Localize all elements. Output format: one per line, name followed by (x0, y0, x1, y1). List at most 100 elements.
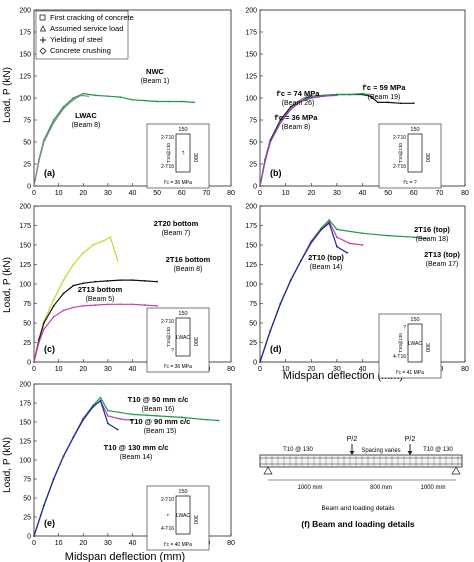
x-tick-label: 0 (258, 366, 262, 373)
annotation-2: f'c = 36 MPa (275, 113, 319, 122)
data-point (259, 361, 261, 363)
load-arrowhead-right (407, 451, 413, 455)
panel-label: (a) (44, 168, 55, 178)
y-axis-label-row1: Load, P (kN) (2, 67, 13, 123)
data-point (289, 105, 292, 108)
x-tick-label: 60 (178, 190, 186, 197)
annotation-sub-2: (Beam 8) (282, 124, 311, 131)
data-point (289, 279, 292, 281)
dim-3: 1000 mm (420, 485, 445, 491)
y-axis-label-row2: Load, P (kN) (2, 257, 13, 313)
data-point (52, 121, 55, 124)
annotation-sub-2: (Beam 5) (86, 296, 115, 303)
beam-section (175, 133, 191, 173)
inset-core: LWAC (176, 513, 190, 519)
panel-0: 0 10 20 30 40 50 60 70 80 0 25 50 75 100 125 150 175 200 (… (19, 8, 235, 198)
y-tick-label: 0 (253, 360, 257, 367)
data-point (264, 159, 267, 162)
data-point (307, 94, 310, 97)
annotation-2: 2T10 (top) (308, 253, 344, 262)
data-point (119, 279, 122, 281)
x-tick-label: 20 (79, 190, 87, 197)
y-axis-label-row3: Load, P (kN) (2, 437, 13, 493)
data-point (387, 234, 390, 237)
y-tick-label: 125 (19, 262, 31, 269)
x-tick-label: 30 (104, 190, 112, 197)
y-tick-label: 0 (27, 360, 31, 367)
x-tick-label: 40 (129, 190, 137, 197)
y-tick-label: 25 (249, 162, 257, 169)
beam-body (259, 454, 463, 468)
x-tick-label: 10 (55, 366, 63, 373)
y-tick-label: 175 (19, 223, 31, 230)
data-point (62, 309, 65, 312)
x-tick-label: 40 (359, 366, 367, 373)
y-tick-label: 100 (245, 96, 257, 103)
data-point (109, 236, 112, 239)
y-tick-label: 125 (245, 74, 257, 81)
x-tick-label: 20 (307, 190, 315, 197)
section-width: 150 (410, 127, 419, 133)
data-point (300, 98, 302, 101)
legend-item-2: Yielding of steel (50, 35, 103, 44)
data-point (38, 341, 40, 344)
panel-2: 010203040506070800255075100125150175200(… (19, 204, 235, 374)
inset-bottom-bars: 4-T16 (161, 526, 174, 532)
x-tick-label: 10 (55, 540, 63, 547)
annotation-2: 2T13 bottom (78, 285, 123, 294)
data-point (348, 93, 351, 96)
y-tick-label: 150 (245, 52, 257, 59)
y-tick-label: 150 (19, 420, 31, 427)
inset-top-bars: 2-T10 (393, 135, 406, 141)
x-tick-label: 0 (32, 190, 36, 197)
data-point (156, 280, 159, 283)
data-point (323, 95, 325, 98)
annotation-1: T10 @ 90 mm c/c (130, 417, 191, 426)
x-tick-label: 80 (461, 190, 469, 197)
data-point (328, 222, 331, 225)
data-point (335, 94, 338, 97)
y-tick-label: 200 (245, 8, 257, 15)
x-tick-label: 0 (258, 190, 262, 197)
data-point (106, 303, 109, 306)
data-point (119, 96, 122, 99)
x-tick-label: 50 (384, 190, 392, 197)
data-point (156, 100, 159, 103)
x-tick-label: 30 (333, 366, 341, 373)
section-height: 300 (192, 153, 198, 162)
annotation-0: 2T20 bottom (154, 219, 199, 228)
legend-cross-marker (40, 37, 46, 43)
legend-item-3: Concrete crushing (50, 46, 111, 55)
data-point (72, 97, 75, 99)
annotation-sub-1: (Beam 17) (426, 261, 459, 268)
data-point (52, 478, 55, 480)
data-point (62, 107, 65, 110)
inset-bottom-bars: ? (171, 348, 174, 354)
x-tick-label: 10 (55, 190, 63, 197)
section-height: 300 (192, 337, 198, 346)
data-point (52, 119, 55, 121)
x-tick-label: 70 (202, 190, 210, 197)
annotation-sub-2: (Beam 14) (120, 454, 153, 461)
data-point (82, 282, 85, 285)
section-height: 300 (424, 153, 430, 162)
inset-stirrups: ? (166, 513, 171, 516)
data-point (348, 242, 351, 245)
y-tick-label: 175 (19, 30, 31, 37)
chart-panels: 0 10 20 30 40 50 60 70 800255075100125150175200(… (19, 8, 469, 551)
legend-diamond-marker (39, 47, 47, 55)
y-tick-label: 75 (23, 477, 31, 484)
data-point (310, 241, 313, 244)
series-line-2 (33, 399, 119, 537)
y-tick-label: 150 (245, 243, 257, 250)
data-point (156, 304, 159, 307)
beam-section (407, 133, 423, 173)
annotation-0: T10 @ 50 mm c/c (128, 395, 189, 404)
data-point (42, 504, 45, 507)
y-tick-label: 150 (19, 243, 31, 250)
data-point (82, 304, 85, 307)
data-point (62, 292, 65, 295)
data-point (279, 302, 282, 305)
data-point (92, 244, 94, 246)
